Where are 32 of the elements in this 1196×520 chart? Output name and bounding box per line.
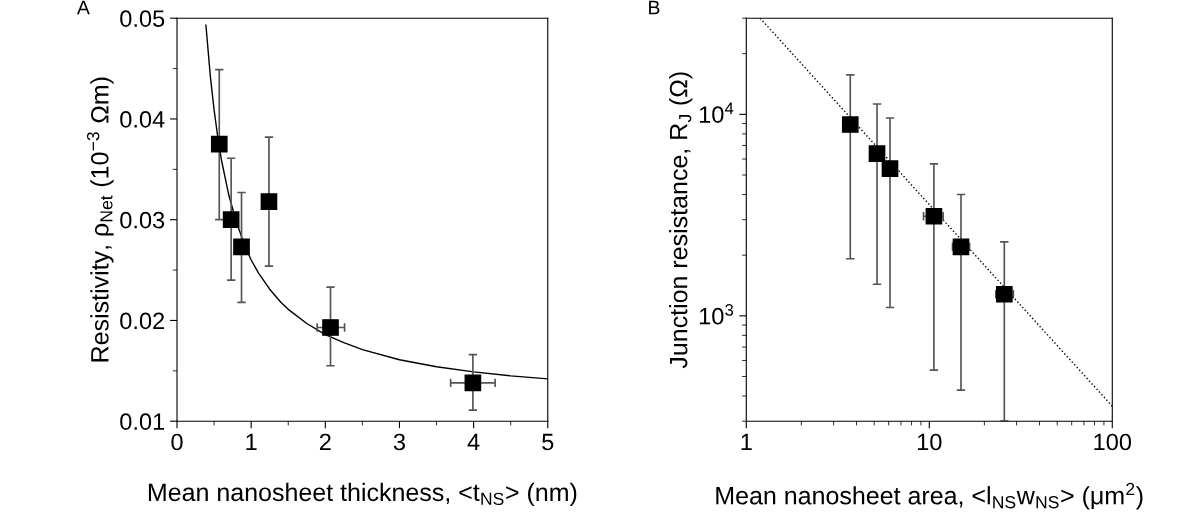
point bbox=[464, 374, 482, 392]
y-tick-label: 10$^{4}$ bbox=[699, 102, 734, 123]
point bbox=[233, 238, 250, 256]
y-axis-title: Resistivity, ρ$_{Net}$ (10$^{−3}$ Ωm) bbox=[86, 77, 114, 362]
x-tick-label: 5 bbox=[542, 433, 554, 451]
y-axis-title: Junction resistance, R$_{J}$ (Ω) bbox=[669, 72, 693, 369]
y-tick-label: 0.03 bbox=[120, 211, 165, 229]
y-tick-label: 0.02 bbox=[120, 312, 165, 330]
x-tick-label: 100 bbox=[1094, 433, 1132, 451]
x-tick-label: 0 bbox=[171, 433, 183, 451]
x-tick-label: 3 bbox=[393, 433, 405, 451]
point bbox=[841, 116, 859, 133]
y-tick-label: 0.04 bbox=[120, 111, 165, 128]
x-tick-label: 1 bbox=[741, 433, 752, 451]
point bbox=[210, 135, 228, 153]
point bbox=[222, 211, 240, 229]
point bbox=[925, 207, 943, 225]
point bbox=[868, 145, 886, 163]
point bbox=[952, 238, 970, 256]
x-tick-label: 2 bbox=[319, 433, 331, 451]
x-axis-title: Mean nanosheet area, <l$_{NS}$w$_{NS}$> (μm$^{2}$) bbox=[716, 482, 1143, 510]
y-tick-label: 0.01 bbox=[120, 413, 165, 430]
y-tick-label: 10$^{3}$ bbox=[699, 304, 734, 325]
point bbox=[260, 193, 278, 210]
y-tick-label: 0.05 bbox=[120, 10, 165, 27]
text: B bbox=[649, 0, 660, 15]
x-tick-label: 4 bbox=[467, 433, 480, 451]
x-tick-label: 1 bbox=[246, 433, 257, 451]
x-tick-label: 10 bbox=[917, 433, 942, 451]
text: A bbox=[76, 0, 90, 15]
x-axis-title: Mean nanosheet thickness, <t$_{NS}$> (nm) bbox=[148, 482, 577, 507]
point bbox=[322, 319, 339, 336]
